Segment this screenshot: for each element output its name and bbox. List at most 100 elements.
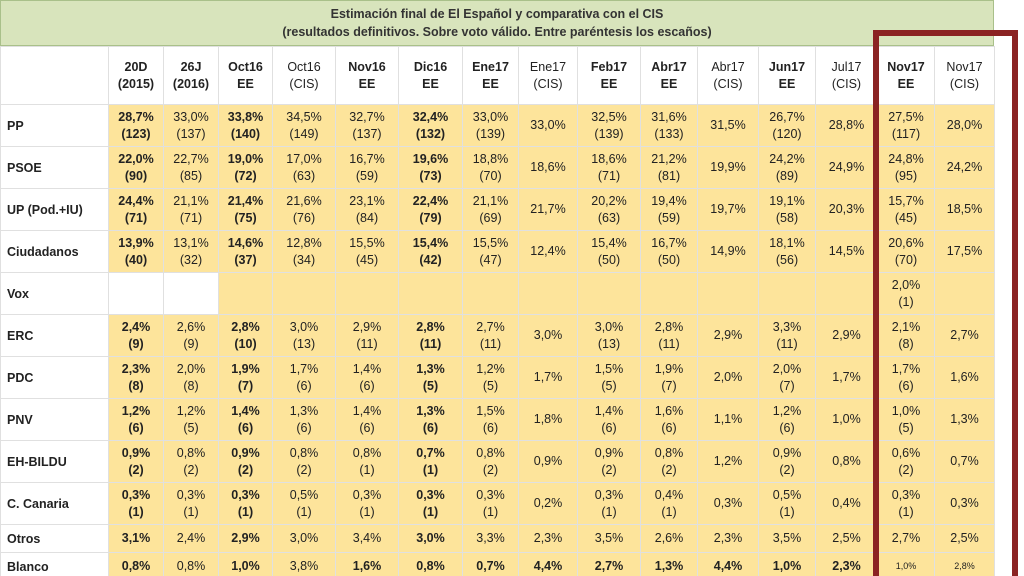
- party-row: EH-BILDU 0,9% (2) 0,8% (2) 0,9% (2) 0,8% (2) 0,8%…: [0, 440, 995, 483]
- seats: (139): [475, 126, 506, 141]
- seats: (5): [601, 378, 617, 393]
- vote-share: 0,3%: [891, 487, 921, 502]
- value-cell: 16,7% (50): [640, 230, 698, 273]
- vote-share: 2,8%: [416, 319, 445, 334]
- column-header-line: Nov17: [946, 59, 983, 74]
- vote-share: 0,4%: [832, 496, 861, 510]
- vote-share: 0,8%: [416, 559, 445, 573]
- value-cell: 3,4%: [335, 524, 399, 553]
- vote-share: 1,9%: [654, 361, 684, 376]
- vote-share: 3,4%: [352, 531, 382, 545]
- value-cell: 26,7% (120): [758, 104, 816, 147]
- value-cell: 2,0% (8): [163, 356, 219, 399]
- value-cell: 0,3% (1): [877, 482, 935, 525]
- column-header: Abr17 (CIS): [697, 46, 759, 105]
- value-cell: [815, 272, 878, 315]
- value-cell: 33,8% (140): [218, 104, 273, 147]
- value-cell: 24,9%: [815, 146, 878, 189]
- vote-share: 15,4%: [412, 235, 449, 250]
- value-cell: 0,3%: [934, 482, 995, 525]
- seats: (11): [658, 336, 680, 351]
- value-cell: 1,4% (6): [335, 398, 399, 441]
- vote-share: 0,9%: [231, 445, 260, 460]
- vote-share: 2,8%: [654, 319, 684, 334]
- value-cell: 1,0%: [815, 398, 878, 441]
- vote-share: 2,4%: [121, 319, 151, 334]
- column-header-line: Nov16: [348, 59, 386, 74]
- vote-share: 1,4%: [352, 361, 382, 376]
- column-header: Oct16 EE: [218, 46, 273, 105]
- value-cell: 2,0%: [697, 356, 759, 399]
- value-cell: 14,9%: [697, 230, 759, 273]
- vote-share: 2,8%: [954, 561, 975, 571]
- value-cell: 2,9%: [218, 524, 273, 553]
- value-cell: 0,8%: [815, 440, 878, 483]
- vote-share: 4,4%: [533, 559, 563, 573]
- vote-share: 1,5%: [594, 361, 624, 376]
- column-header-line: EE: [422, 76, 439, 91]
- value-cell: 1,9% (7): [218, 356, 273, 399]
- value-cell: [335, 272, 399, 315]
- vote-share: 19,6%: [412, 151, 449, 166]
- vote-share: 0,5%: [289, 487, 319, 502]
- vote-share: 33,0%: [530, 118, 566, 132]
- seats: (120): [772, 126, 802, 141]
- seats: (6): [482, 420, 499, 435]
- vote-share: 1,2%: [176, 403, 206, 418]
- value-cell: 4,4%: [697, 552, 759, 576]
- value-cell: [218, 272, 273, 315]
- vote-share: 24,8%: [888, 151, 924, 166]
- seats: (1): [359, 462, 375, 477]
- vote-share: 0,3%: [713, 496, 743, 510]
- value-cell: 14,5%: [815, 230, 878, 273]
- column-header: Feb17 EE: [577, 46, 641, 105]
- value-cell: 2,3%: [815, 552, 878, 576]
- value-cell: 3,8%: [272, 552, 336, 576]
- vote-share: 0,7%: [950, 454, 979, 468]
- value-cell: 19,1% (58): [758, 188, 816, 231]
- party-row: Ciudadanos 13,9% (40) 13,1% (32) 14,6% (37) 12,…: [0, 230, 995, 273]
- value-cell: 0,6% (2): [877, 440, 935, 483]
- vote-share: 18,6%: [591, 151, 627, 166]
- vote-share: 2,1%: [891, 319, 921, 334]
- highlight-box: [873, 30, 1018, 576]
- seats: (63): [597, 210, 621, 225]
- value-cell: 0,8% (2): [272, 440, 336, 483]
- column-header: Jul17 (CIS): [815, 46, 878, 105]
- vote-share: 2,9%: [713, 328, 743, 342]
- seats: (1): [128, 504, 144, 519]
- vote-share: 19,0%: [227, 151, 264, 166]
- column-header: Abr17 EE: [640, 46, 698, 105]
- value-cell: 2,7%: [577, 552, 641, 576]
- vote-share: 2,5%: [832, 531, 861, 545]
- vote-share: 0,8%: [121, 559, 151, 573]
- seats: (10): [234, 336, 257, 351]
- value-cell: 1,2% (6): [758, 398, 816, 441]
- value-cell: 0,8% (2): [462, 440, 519, 483]
- party-label: Blanco: [0, 552, 109, 576]
- column-header: Nov17 (CIS): [934, 46, 995, 105]
- column-header: Oct16 (CIS): [272, 46, 336, 105]
- vote-share: 0,3%: [176, 487, 206, 502]
- value-cell: 1,3% (5): [398, 356, 463, 399]
- value-cell: 0,5% (1): [272, 482, 336, 525]
- column-header-line: (CIS): [831, 76, 862, 91]
- vote-share: 1,0%: [772, 559, 802, 573]
- vote-share: 1,3%: [654, 559, 684, 573]
- value-cell: 0,4% (1): [640, 482, 698, 525]
- seats: (7): [237, 378, 254, 393]
- seats: (5): [898, 420, 914, 435]
- value-cell: 13,9% (40): [108, 230, 164, 273]
- value-cell: 18,6%: [518, 146, 578, 189]
- seats: (50): [597, 252, 621, 267]
- value-cell: 0,8%: [398, 552, 463, 576]
- seats: (137): [176, 126, 206, 141]
- vote-share: 0,3%: [416, 487, 445, 502]
- vote-share: 32,7%: [349, 109, 385, 124]
- vote-share: 1,6%: [352, 559, 382, 573]
- value-cell: 0,2%: [518, 482, 578, 525]
- column-header-line: EE: [482, 76, 499, 91]
- seats: (2): [779, 462, 795, 477]
- vote-share: 1,7%: [289, 361, 319, 376]
- vote-share: 0,3%: [950, 496, 979, 510]
